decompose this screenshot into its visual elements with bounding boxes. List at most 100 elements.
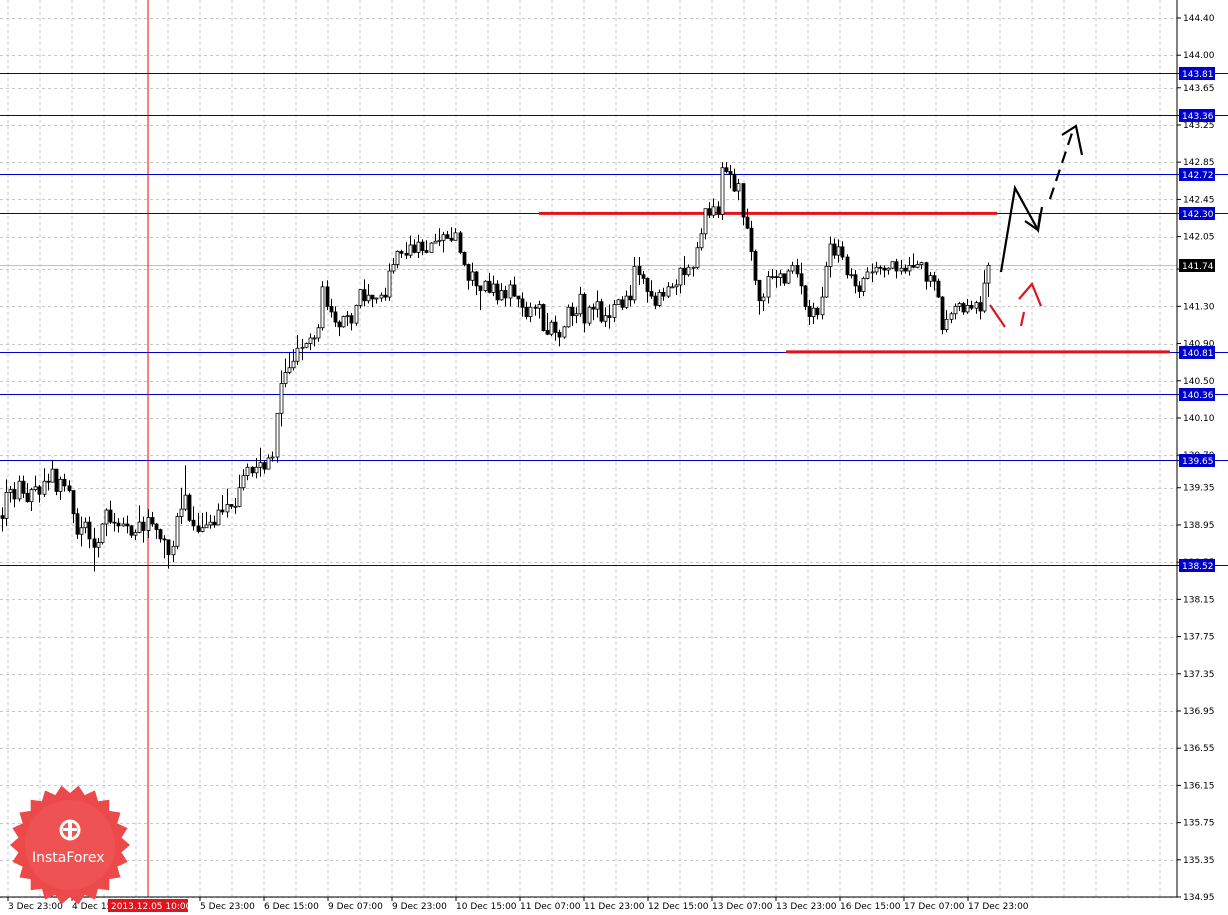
- forecast-red-head: [1018, 281, 1043, 307]
- candle: [441, 231, 446, 253]
- y-tick-label: 139.35: [1183, 484, 1215, 494]
- candle: [212, 515, 217, 528]
- candle: [624, 290, 629, 310]
- candle: [786, 269, 791, 285]
- candle: [924, 261, 929, 290]
- candle: [570, 302, 575, 326]
- x-tick-label: 3 Dec 23:00: [8, 902, 63, 912]
- x-tick-label: 16 Dec 15:00: [840, 902, 901, 912]
- candle: [262, 460, 267, 474]
- candle: [333, 306, 338, 327]
- candle: [179, 487, 184, 525]
- candle: [695, 242, 700, 270]
- candle: [911, 253, 916, 269]
- candle: [358, 289, 363, 309]
- candle: [92, 527, 97, 572]
- logo-text: InstaForex: [32, 850, 105, 866]
- candle: [516, 295, 521, 308]
- candle: [674, 279, 679, 296]
- y-tick-label: 144.40: [1183, 14, 1215, 24]
- candle: [354, 304, 359, 326]
- candle: [745, 208, 750, 230]
- candle: [254, 457, 259, 479]
- candle: [978, 296, 983, 320]
- candle: [691, 266, 696, 277]
- candle: [757, 279, 762, 315]
- candle: [815, 307, 820, 320]
- candle: [33, 475, 38, 492]
- candle: [894, 258, 899, 279]
- y-tick-label: 140.50: [1183, 377, 1215, 387]
- candle: [553, 315, 558, 341]
- candle: [187, 493, 192, 523]
- candle: [974, 300, 979, 314]
- candle: [961, 301, 966, 315]
- level-tag-label: 143.81: [1182, 70, 1214, 80]
- candle: [349, 312, 354, 331]
- candle: [566, 304, 571, 328]
- candle: [836, 239, 841, 263]
- y-tick-label: 142.45: [1183, 195, 1215, 205]
- candle: [100, 523, 105, 545]
- candle: [191, 506, 196, 531]
- candle: [890, 261, 895, 270]
- candle: [857, 281, 862, 298]
- candle: [233, 497, 238, 514]
- x-tick-label: 9 Dec 07:00: [328, 902, 383, 912]
- candle: [882, 265, 887, 278]
- level-tag-label: 140.36: [1182, 391, 1214, 401]
- candle: [799, 262, 804, 295]
- candle: [208, 514, 213, 529]
- x-tick-label: 4 Dec 15: [72, 902, 112, 912]
- candle: [849, 268, 854, 279]
- candle: [716, 201, 721, 218]
- candle: [466, 263, 471, 290]
- candle: [628, 284, 633, 307]
- candle: [412, 239, 417, 254]
- y-tick-label: 138.95: [1183, 521, 1215, 531]
- candle: [171, 540, 176, 563]
- candle: [616, 298, 621, 305]
- candle: [528, 302, 533, 323]
- candle: [104, 508, 109, 537]
- candle: [766, 271, 771, 304]
- forecast-red-up: [1019, 311, 1026, 327]
- candle: [387, 263, 392, 301]
- candle: [666, 282, 671, 298]
- candle: [50, 459, 55, 483]
- forecast-arrows-red: [989, 281, 1043, 328]
- y-tick-label: 140.90: [1183, 340, 1215, 350]
- candle: [899, 259, 904, 275]
- candle: [196, 512, 201, 534]
- candle: [54, 468, 59, 496]
- level-tag: 140.36: [1179, 388, 1215, 401]
- candle: [366, 284, 371, 304]
- candle: [736, 178, 741, 201]
- time-marker-label: 2013.12.05 10:00: [111, 902, 192, 912]
- y-tick-label: 135.75: [1183, 819, 1215, 829]
- candle: [429, 242, 434, 253]
- candle: [67, 480, 72, 493]
- candle: [612, 299, 617, 323]
- candle: [512, 276, 517, 298]
- candle: [603, 307, 608, 327]
- x-tick-label: 11 Dec 23:00: [584, 902, 645, 912]
- candle: [287, 351, 292, 375]
- candle: [204, 511, 209, 529]
- candle: [424, 240, 429, 254]
- candle: [641, 271, 646, 285]
- candle: [79, 516, 84, 547]
- candle: [0, 507, 5, 532]
- candle: [682, 256, 687, 285]
- level-tag-label: 143.36: [1182, 112, 1214, 122]
- y-tick-label: 140.10: [1183, 414, 1215, 424]
- candle: [607, 304, 612, 329]
- candle: [562, 325, 567, 339]
- candle: [325, 280, 330, 311]
- candle: [449, 227, 454, 243]
- y-tick-label: 138.15: [1183, 595, 1215, 605]
- y-tick-label: 142.05: [1183, 233, 1215, 243]
- y-tick-label: 141.30: [1183, 302, 1215, 312]
- candle: [483, 280, 488, 293]
- candle: [686, 264, 691, 277]
